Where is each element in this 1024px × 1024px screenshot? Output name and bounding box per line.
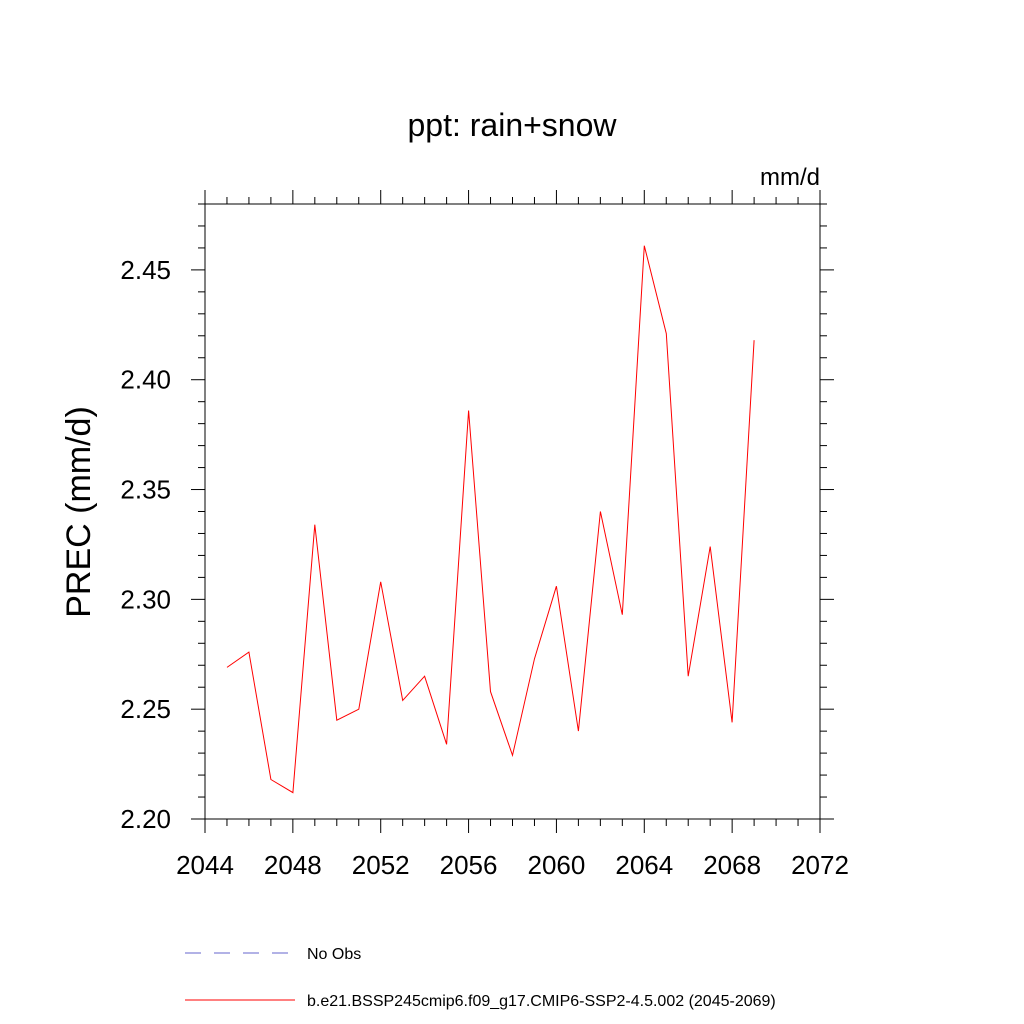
y-tick-label: 2.35: [120, 475, 171, 505]
y-tick-labels: 2.20 2.25 2.30 2.35 2.40 2.45: [120, 255, 171, 834]
legend: No Obs b.e21.BSSP245cmip6.f09_g17.CMIP6-…: [185, 946, 776, 1010]
x-tick-labels: 2044 2048 2052 2056 2060 2064 2068 2072: [176, 850, 849, 880]
series-lines: [226, 245, 755, 794]
x-tick-label: 2052: [352, 850, 410, 880]
y-tick-label: 2.40: [120, 365, 171, 395]
chart-title: ppt: rain+snow: [407, 107, 617, 143]
x-tick-label: 2056: [440, 850, 498, 880]
plot-frame: [204, 203, 821, 820]
legend-label-no-obs: No Obs: [307, 946, 361, 963]
axis-ticks: [191, 190, 834, 833]
y-tick-label: 2.30: [120, 584, 171, 614]
x-tick-label: 2072: [791, 850, 849, 880]
units-label: mm/d: [760, 164, 820, 191]
y-tick-label: 2.25: [120, 694, 171, 724]
legend-label-ssp245: b.e21.BSSP245cmip6.f09_g17.CMIP6-SSP2-4.…: [307, 993, 776, 1010]
y-axis-label: PREC (mm/d): [60, 406, 98, 618]
x-tick-label: 2068: [703, 850, 761, 880]
x-tick-label: 2064: [615, 850, 673, 880]
x-tick-label: 2044: [176, 850, 234, 880]
x-tick-label: 2048: [264, 850, 322, 880]
y-tick-label: 2.45: [120, 255, 171, 285]
x-tick-label: 2060: [528, 850, 586, 880]
series-line-0: [226, 245, 755, 794]
y-tick-label: 2.20: [120, 804, 171, 834]
